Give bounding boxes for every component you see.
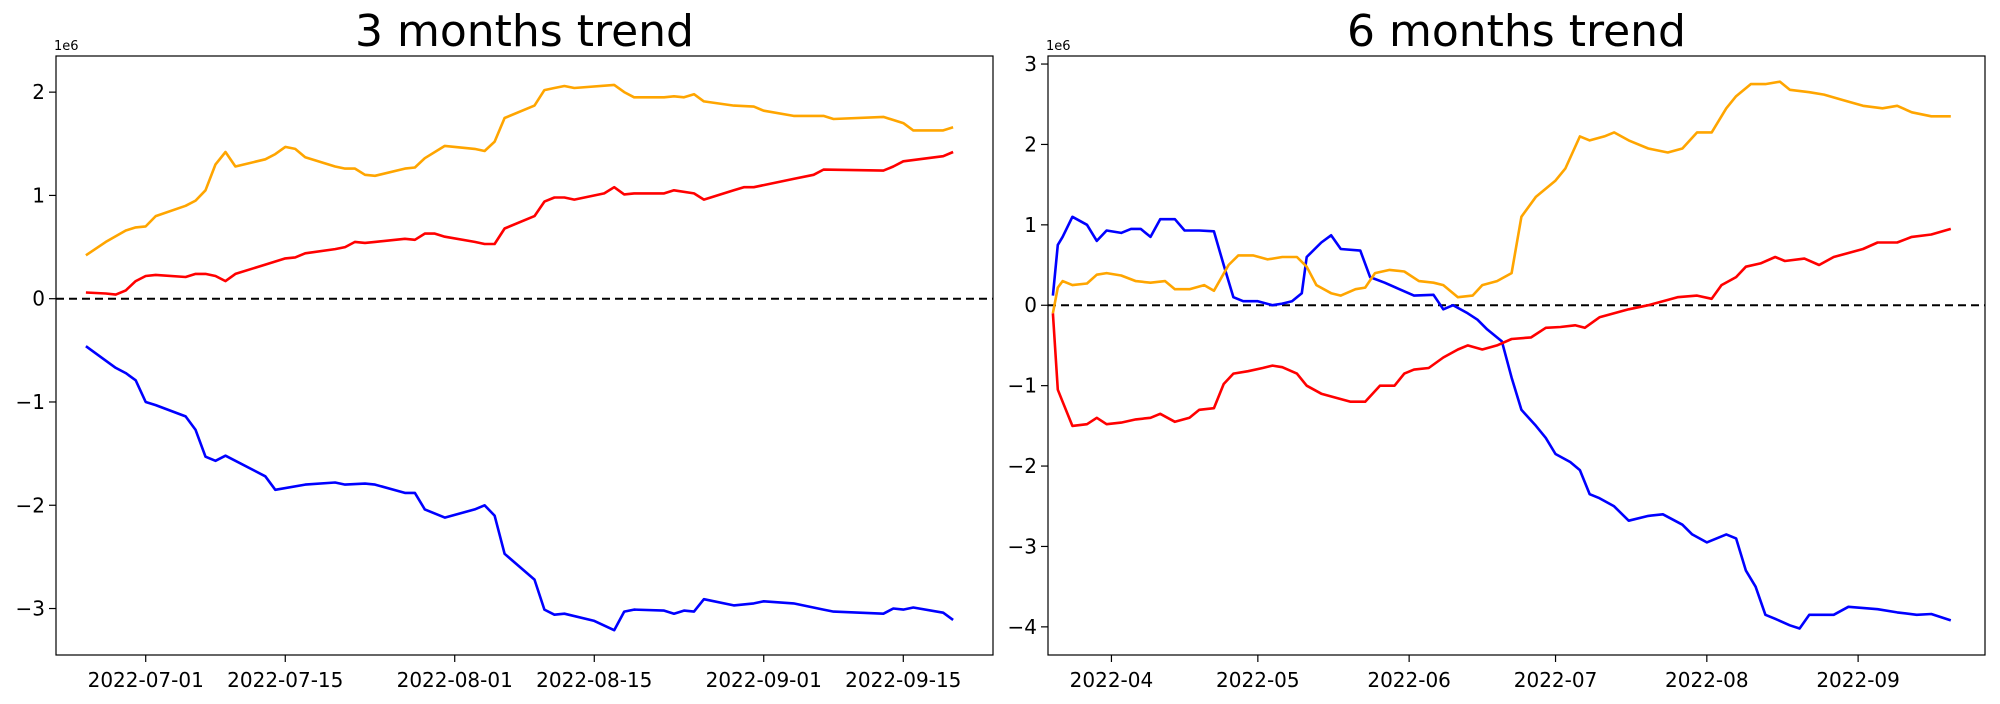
axes-frame (55, 55, 994, 656)
x-tick-label: 2022-06 (1367, 668, 1451, 692)
x-tick-label: 2022-05 (1216, 668, 1300, 692)
series-line-2 (1051, 80, 1951, 314)
y-tick-label: −1 (16, 390, 45, 414)
series-line-1 (85, 83, 954, 257)
x-tick-label: 2022-08-15 (536, 668, 652, 692)
x-tick-label: 2022-09 (1816, 668, 1900, 692)
x-tick-label: 2022-07-01 (88, 668, 204, 692)
x-tick-label: 2022-08 (1665, 668, 1749, 692)
series-line-3 (1051, 227, 1952, 428)
y-offset-label: 1e6 (54, 39, 79, 54)
y-tick-label: 1 (32, 183, 45, 207)
y-tick-label: −4 (1008, 615, 1037, 639)
y-tick-label: −2 (16, 493, 45, 517)
y-tick-label: 0 (1024, 293, 1037, 317)
series-line-1 (1051, 215, 1952, 630)
x-tick-label: 2022-08-01 (397, 668, 513, 692)
y-tick-label: 2 (1024, 132, 1037, 156)
x-tick-label: 2022-07 (1514, 668, 1598, 692)
chart-title: 6 months trend (1347, 6, 1686, 57)
chart-title: 3 months trend (355, 6, 694, 57)
y-tick-label: 1 (1024, 213, 1037, 237)
y-tick-label: 3 (1024, 52, 1037, 76)
y-offset-label: 1e6 (1046, 39, 1071, 54)
x-tick-label: 2022-07-15 (227, 668, 343, 692)
series-line-3 (85, 345, 954, 632)
x-tick-label: 2022-09-01 (706, 668, 822, 692)
y-tick-label: 2 (32, 80, 45, 104)
y-tick-label: −2 (1008, 454, 1037, 478)
axes-frame (1047, 55, 1986, 656)
x-tick-label: 2022-04 (1070, 668, 1154, 692)
y-tick-label: −3 (16, 597, 45, 621)
x-tick-label: 2022-09-15 (845, 668, 961, 692)
y-tick-label: 0 (32, 287, 45, 311)
y-tick-label: −1 (1008, 374, 1037, 398)
y-tick-label: −3 (1008, 534, 1037, 558)
series-line-2 (85, 150, 954, 296)
